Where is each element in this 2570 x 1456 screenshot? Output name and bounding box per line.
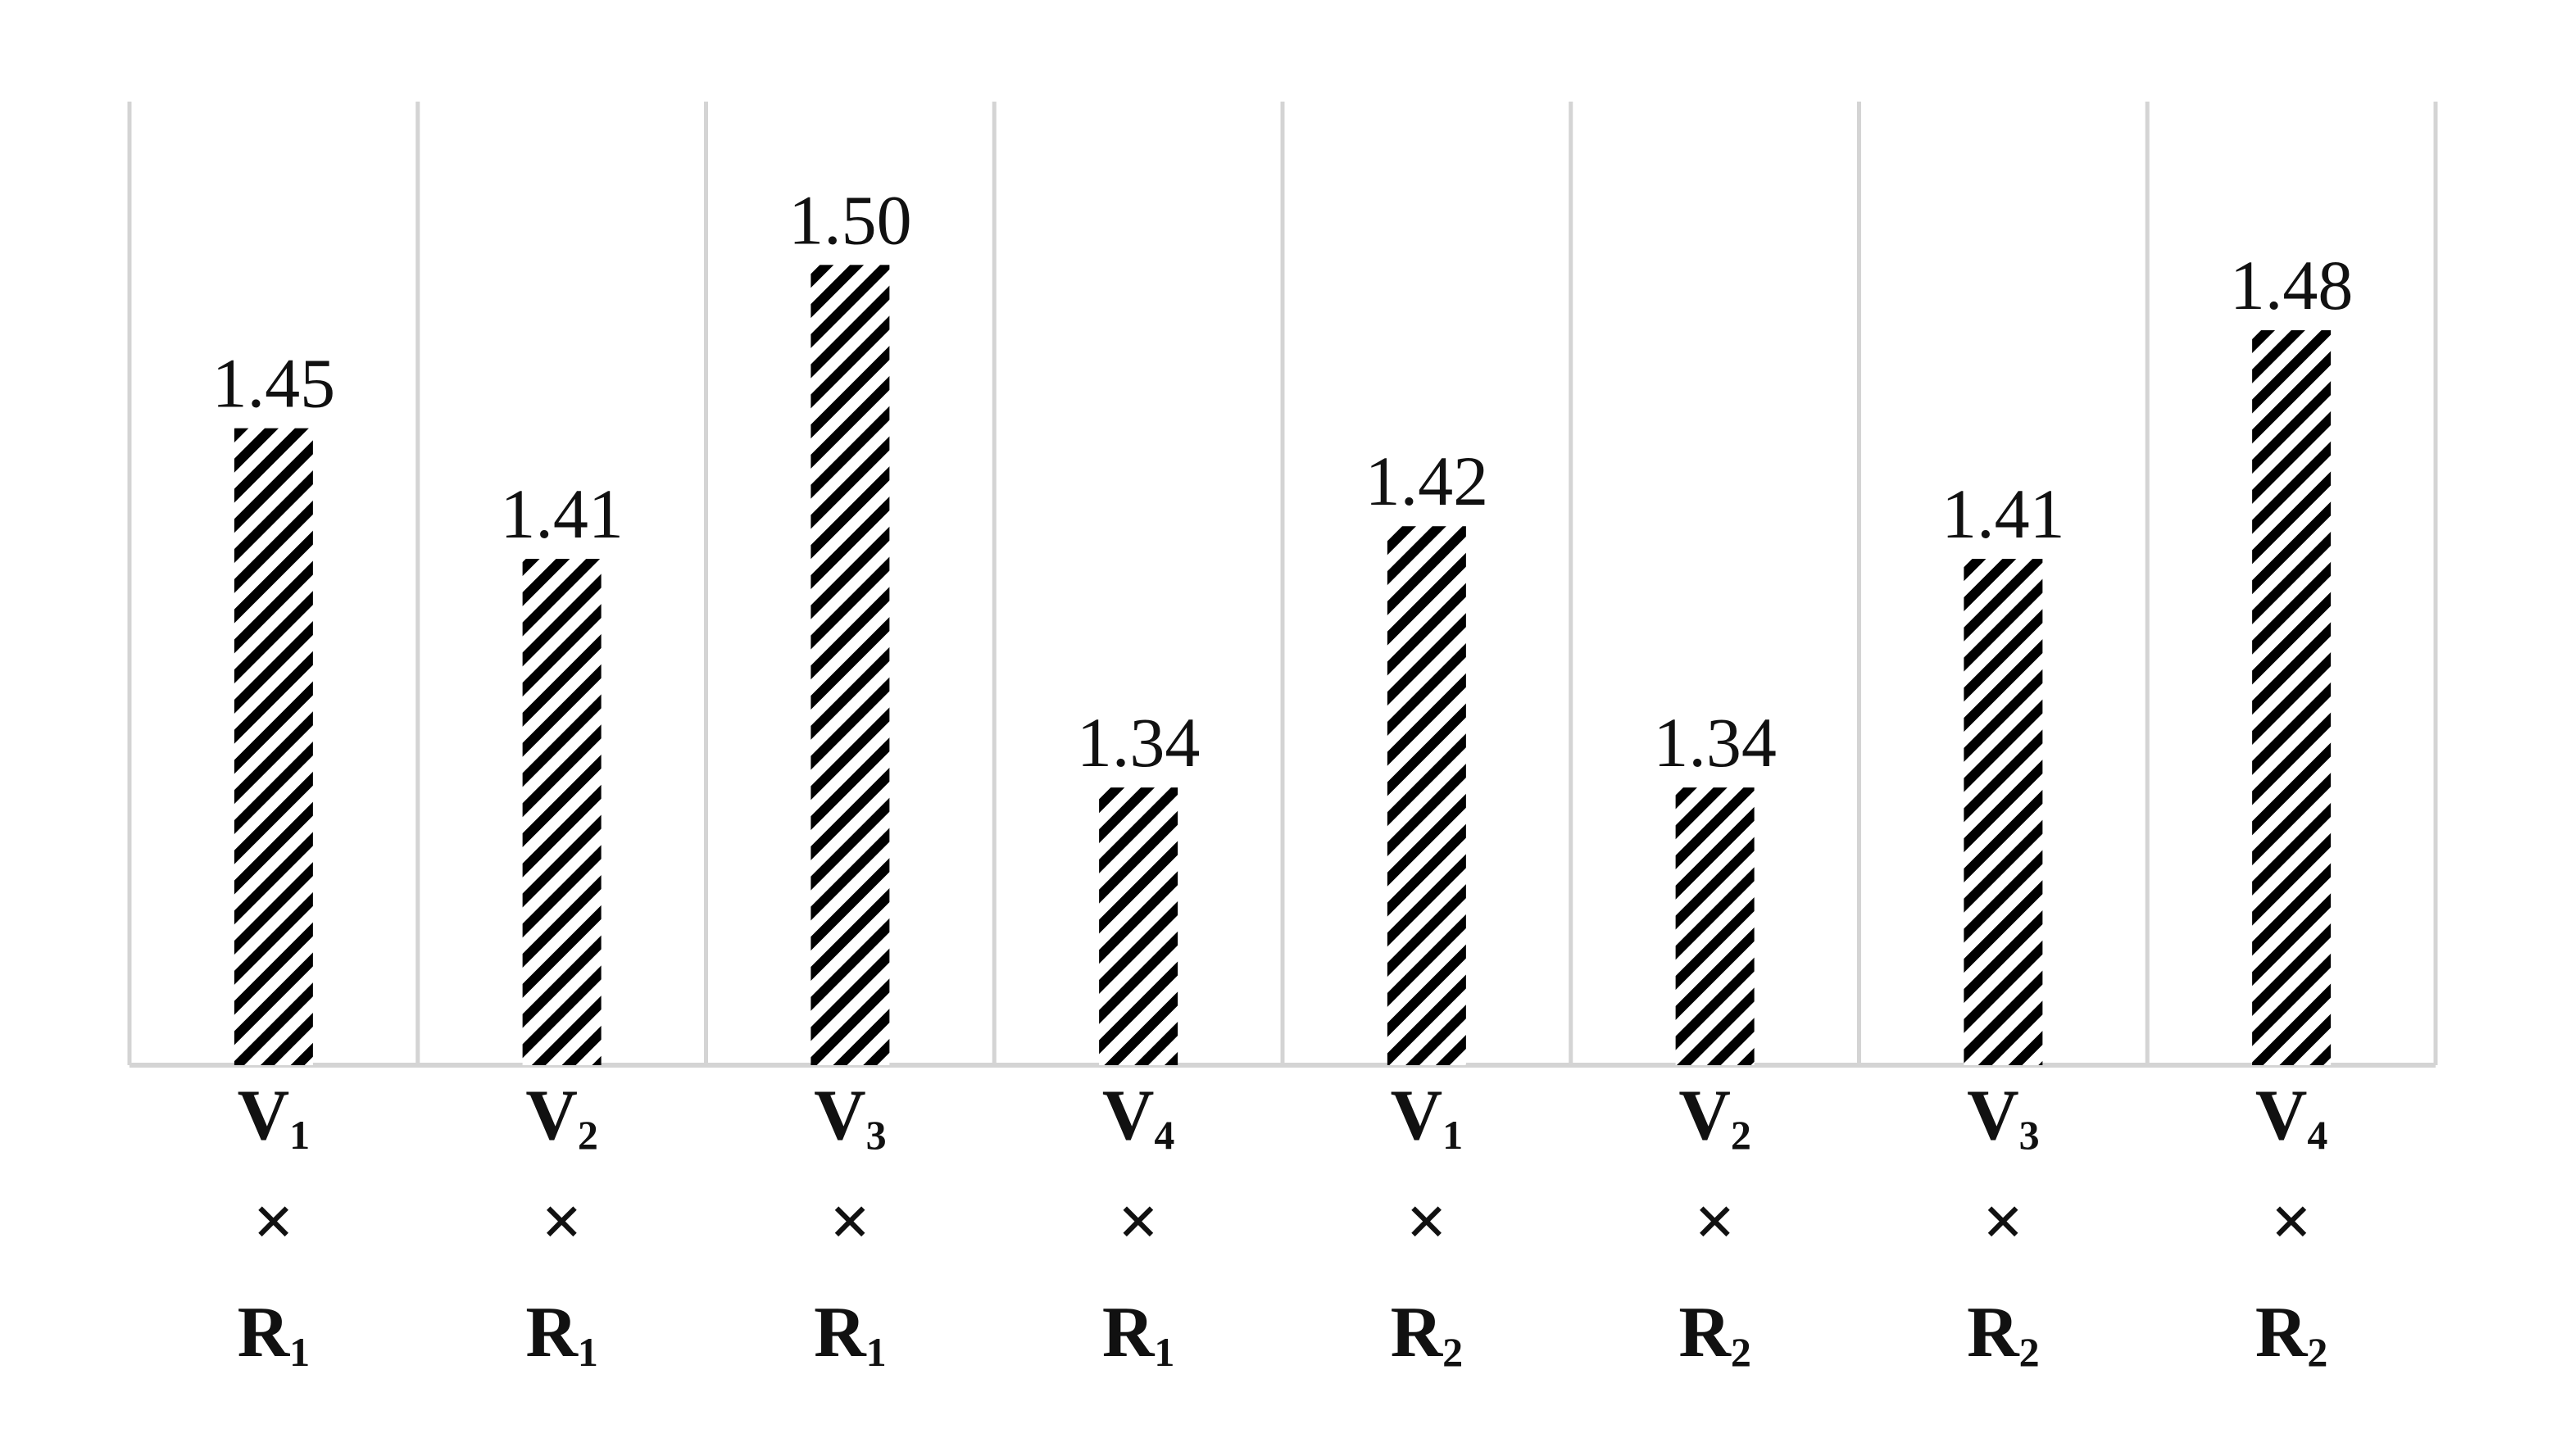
tick-replication: R1 [814,1293,887,1375]
tick-operator: × [1118,1182,1159,1262]
bar [234,428,313,1065]
tick-operator: × [1695,1182,1736,1262]
tick-operator: × [542,1182,583,1262]
tick-variety: V3 [1967,1076,2040,1158]
bar [1099,787,1178,1065]
x-tick-label: V1 × R2 [1391,1076,1464,1375]
tick-operator: × [1406,1182,1447,1262]
data-label: 1.34 [1653,703,1777,782]
tick-variety: V2 [525,1076,598,1158]
data-label: 1.34 [1077,703,1201,782]
tick-replication: R2 [2255,1293,2328,1375]
bar [1964,559,2043,1065]
data-label: 1.41 [500,474,624,553]
chart-grid [127,102,2438,1068]
data-label: 1.41 [1941,474,2065,553]
tick-replication: R2 [1967,1293,2040,1375]
data-label: 1.45 [212,344,336,423]
x-tick-label: V3 × R2 [1967,1076,2040,1375]
tick-replication: R1 [1102,1293,1175,1375]
bar [811,265,890,1065]
x-tick-label: V4 × R1 [1102,1076,1175,1375]
tick-variety: V4 [2255,1076,2328,1158]
bar [2252,330,2332,1065]
tick-replication: R2 [1678,1293,1751,1375]
bar [1387,526,1466,1065]
tick-operator: × [253,1182,294,1262]
tick-variety: V1 [238,1076,311,1158]
value-labels: 1.45 1.41 1.50 1.34 1.42 1.34 1.41 1.48 [212,180,2354,782]
tick-replication: R1 [525,1293,598,1375]
x-tick-label: V3 × R1 [814,1076,887,1375]
tick-replication: R2 [1391,1293,1464,1375]
x-tick-label: V1 × R1 [238,1076,311,1375]
x-tick-label: V2 × R1 [525,1076,598,1375]
tick-operator: × [2271,1182,2312,1262]
tick-variety: V2 [1678,1076,1751,1158]
x-tick-label: V2 × R2 [1678,1076,1751,1375]
tick-operator: × [1982,1182,2023,1262]
tick-variety: V3 [814,1076,887,1158]
data-label: 1.42 [1365,442,1489,520]
tick-variety: V4 [1102,1076,1175,1158]
bar [522,559,602,1065]
x-tick-label: V4 × R2 [2255,1076,2328,1375]
tick-replication: R1 [238,1293,311,1375]
data-label: 1.50 [788,180,912,259]
bar [1675,787,1755,1065]
tick-operator: × [829,1182,870,1262]
x-axis-tick-labels: V1 × R1 V2 × R1 V3 × R1 V4 × R1 V1 × R2 V2 × R2 V3 × R2 V4 × R2 [238,1076,2328,1375]
tick-variety: V1 [1391,1076,1464,1158]
data-label: 1.48 [2230,246,2354,324]
chart-bars [234,265,2332,1065]
